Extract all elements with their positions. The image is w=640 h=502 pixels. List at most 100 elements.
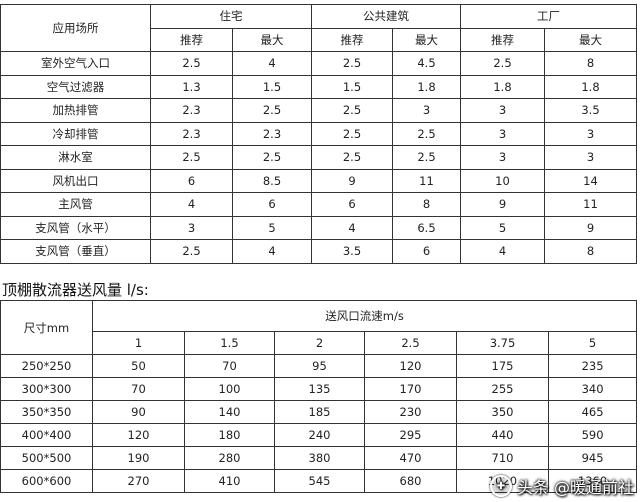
table-row: 支风管（垂直） 2.5 4 3.5 6 4 8 [0,239,637,264]
header-group-residential: 住宅 [150,4,312,29]
row-label: 400*400 [0,423,93,447]
subheader-maximum: 最大 [392,27,461,52]
value-cell: 280 [184,446,275,470]
value-cell: 1.8 [460,74,545,99]
value-cell: 120 [364,354,457,378]
row-label: 支风管（水平） [0,215,151,240]
value-cell: 410 [184,469,275,493]
value-cell: 465 [547,400,638,424]
value-cell: 1.3 [150,74,233,99]
watermark: ✚ 头条 @暖通前社 [489,474,634,498]
value-cell: 3.5 [311,239,393,264]
value-cell: 3 [460,145,545,170]
value-cell: 545 [274,469,365,493]
value-cell: 3 [150,215,233,240]
value-cell: 4 [460,239,545,264]
value-cell: 135 [274,377,365,401]
value-cell: 9 [544,215,637,240]
row-label: 500*500 [0,446,93,470]
value-cell: 3 [460,121,545,146]
table-row: 空气过滤器 1.3 1.5 1.5 1.8 1.8 1.8 [0,74,637,99]
section-title: 顶棚散流器送风量 l/s: [2,281,149,299]
value-cell: 9 [460,192,545,217]
value-cell: 1.8 [544,74,637,99]
header-speed: 1.5 [184,331,275,355]
header-speed: 1 [92,331,185,355]
subheader-recommended: 推荐 [150,27,233,52]
value-cell: 6 [150,168,233,193]
value-cell: 2.5 [392,145,461,170]
row-label: 室外空气入口 [0,51,151,76]
value-cell: 180 [184,423,275,447]
table-row: 250*250 50 70 95 120 175 235 [0,354,638,378]
value-cell: 8 [544,51,637,76]
value-cell: 2.5 [460,51,545,76]
table-row: 风机出口 6 8.5 9 11 10 14 [0,168,637,193]
table-row: 主风管 4 6 6 8 9 11 [0,192,637,217]
value-cell: 440 [456,423,549,447]
value-cell: 50 [92,354,185,378]
value-cell: 14 [544,168,637,193]
value-cell: 340 [547,377,638,401]
value-cell: 4.5 [392,51,461,76]
value-cell: 70 [92,377,185,401]
value-cell: 3 [544,145,637,170]
value-cell: 2.5 [232,98,312,123]
value-cell: 680 [364,469,457,493]
value-cell: 11 [392,168,461,193]
table-row: 室外空气入口 2.5 4 2.5 4.5 2.5 8 [0,51,637,76]
value-cell: 2.5 [150,51,233,76]
value-cell: 5 [460,215,545,240]
row-label: 淋水室 [0,145,151,170]
value-cell: 2.3 [150,121,233,146]
table-row: 冷却排管 2.3 2.3 2.5 2.5 3 3 [0,121,637,146]
diffuser-airflow-table: 尺寸mm 送风口流速m/s 1 1.5 2 2.5 3.75 5 250*250… [0,300,638,493]
table-row: 加热排管 2.3 2.5 2.5 3 3 3.5 [0,98,637,123]
value-cell: 4 [150,192,233,217]
table-row: 300*300 70 100 135 170 255 340 [0,377,638,401]
value-cell: 6.5 [392,215,461,240]
value-cell: 8 [392,192,461,217]
table-row: 支风管（水平） 3 5 4 6.5 5 9 [0,215,637,240]
header-outlet-velocity: 送风口流速m/s [91,300,638,332]
value-cell: 2.5 [232,145,312,170]
table-row: 500*500 190 280 380 470 710 945 [0,446,638,470]
value-cell: 3.5 [544,98,637,123]
value-cell: 2.5 [150,145,233,170]
header-speed: 2 [274,331,365,355]
table-row: 淋水室 2.5 2.5 2.5 2.5 3 3 [0,145,637,170]
value-cell: 95 [274,354,365,378]
value-cell: 11 [544,192,637,217]
value-cell: 190 [92,446,185,470]
row-label: 主风管 [0,192,151,217]
header-application-place: 应用场所 [0,4,151,52]
row-label: 冷却排管 [0,121,151,146]
value-cell: 1.8 [392,74,461,99]
table-row: 400*400 120 180 240 295 440 590 [0,423,638,447]
value-cell: 4 [311,215,393,240]
row-label: 空气过滤器 [0,74,151,99]
value-cell: 470 [364,446,457,470]
value-cell: 70 [184,354,275,378]
value-cell: 170 [364,377,457,401]
value-cell: 3 [460,98,545,123]
subheader-recommended: 推荐 [311,27,393,52]
value-cell: 240 [274,423,365,447]
value-cell: 6 [232,192,312,217]
value-cell: 1360 [547,469,638,493]
air-velocity-table: 应用场所 住宅 公共建筑 工厂 推荐 最大 推荐 最大 推荐 最大 室外空气入口… [0,4,637,264]
subheader-maximum: 最大 [232,27,312,52]
value-cell: 350 [456,400,549,424]
value-cell: 235 [547,354,638,378]
value-cell: 2.3 [150,98,233,123]
value-cell: 3 [544,121,637,146]
subheader-maximum: 最大 [544,27,637,52]
value-cell: 945 [547,446,638,470]
row-label: 支风管（垂直） [0,239,151,264]
value-cell: 380 [274,446,365,470]
row-label: 600*600 [0,469,93,493]
value-cell: 295 [364,423,457,447]
value-cell: 140 [184,400,275,424]
table-row: 600*600 270 410 545 680 1020 1360 [0,469,638,493]
row-label: 300*300 [0,377,93,401]
